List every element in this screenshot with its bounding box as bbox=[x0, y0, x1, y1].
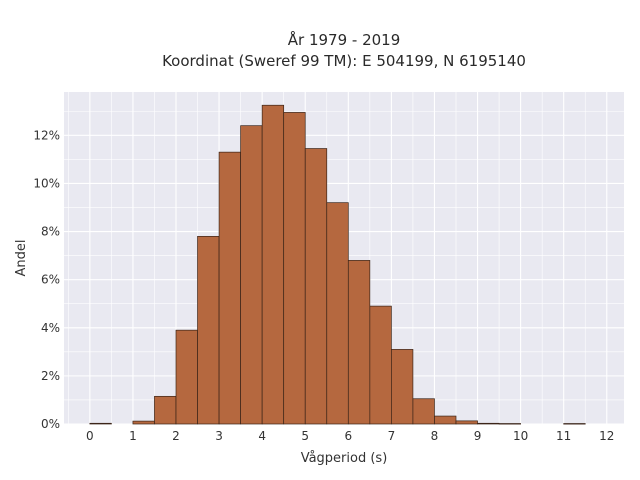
histogram-bar bbox=[132, 420, 155, 425]
chart-title-line2: Koordinat (Sweref 99 TM): E 504199, N 61… bbox=[162, 52, 526, 70]
histogram-bar bbox=[477, 422, 500, 425]
histogram-bar bbox=[197, 235, 220, 425]
histogram-bar bbox=[261, 104, 285, 425]
y-tick-label: 2% bbox=[41, 369, 60, 383]
histogram-bar bbox=[326, 202, 349, 425]
y-tick-label: 8% bbox=[41, 225, 60, 239]
histogram-bar bbox=[283, 112, 306, 425]
y-tick-label: 4% bbox=[41, 321, 60, 335]
x-tick-label: 11 bbox=[556, 429, 571, 443]
histogram-bar bbox=[391, 349, 414, 425]
x-tick-label: 12 bbox=[599, 429, 614, 443]
histogram-bar bbox=[434, 415, 457, 425]
y-tick-label: 6% bbox=[41, 273, 60, 287]
x-tick-label: 0 bbox=[86, 429, 94, 443]
x-tick-label: 8 bbox=[431, 429, 439, 443]
y-tick-label: 10% bbox=[33, 176, 60, 190]
x-tick-label: 9 bbox=[474, 429, 482, 443]
bars-group bbox=[89, 104, 586, 425]
chart-title-line1: År 1979 - 2019 bbox=[288, 30, 401, 49]
x-axis-ticks: 0 1 2 3 4 5 6 7 8 9 10 11 12 bbox=[86, 429, 614, 443]
y-axis-label: Andel bbox=[14, 240, 29, 277]
y-axis-ticks: 0% 2% 4% 6% 8% 10% 12% bbox=[33, 128, 60, 431]
x-tick-label: 3 bbox=[215, 429, 223, 443]
histogram-bar bbox=[412, 398, 435, 425]
histogram-bar bbox=[347, 260, 371, 425]
histogram-bar bbox=[369, 305, 392, 425]
y-tick-label: 0% bbox=[41, 417, 60, 431]
x-tick-label: 7 bbox=[388, 429, 396, 443]
x-tick-label: 4 bbox=[258, 429, 266, 443]
histogram-bar bbox=[563, 423, 586, 425]
histogram-bar bbox=[89, 422, 112, 425]
x-axis-label: Vågperiod (s) bbox=[301, 451, 388, 466]
histogram-bar bbox=[175, 329, 198, 425]
histogram-bar bbox=[154, 395, 177, 425]
y-tick-label: 12% bbox=[33, 128, 60, 142]
histogram-bar bbox=[240, 125, 263, 425]
x-tick-label: 2 bbox=[172, 429, 180, 443]
histogram-bar bbox=[455, 420, 478, 425]
histogram-bar bbox=[498, 423, 521, 425]
x-tick-label: 6 bbox=[344, 429, 352, 443]
x-tick-label: 10 bbox=[513, 429, 528, 443]
histogram-bar bbox=[304, 148, 328, 425]
histogram-bar bbox=[218, 151, 241, 425]
x-tick-label: 1 bbox=[129, 429, 137, 443]
x-tick-label: 5 bbox=[301, 429, 309, 443]
